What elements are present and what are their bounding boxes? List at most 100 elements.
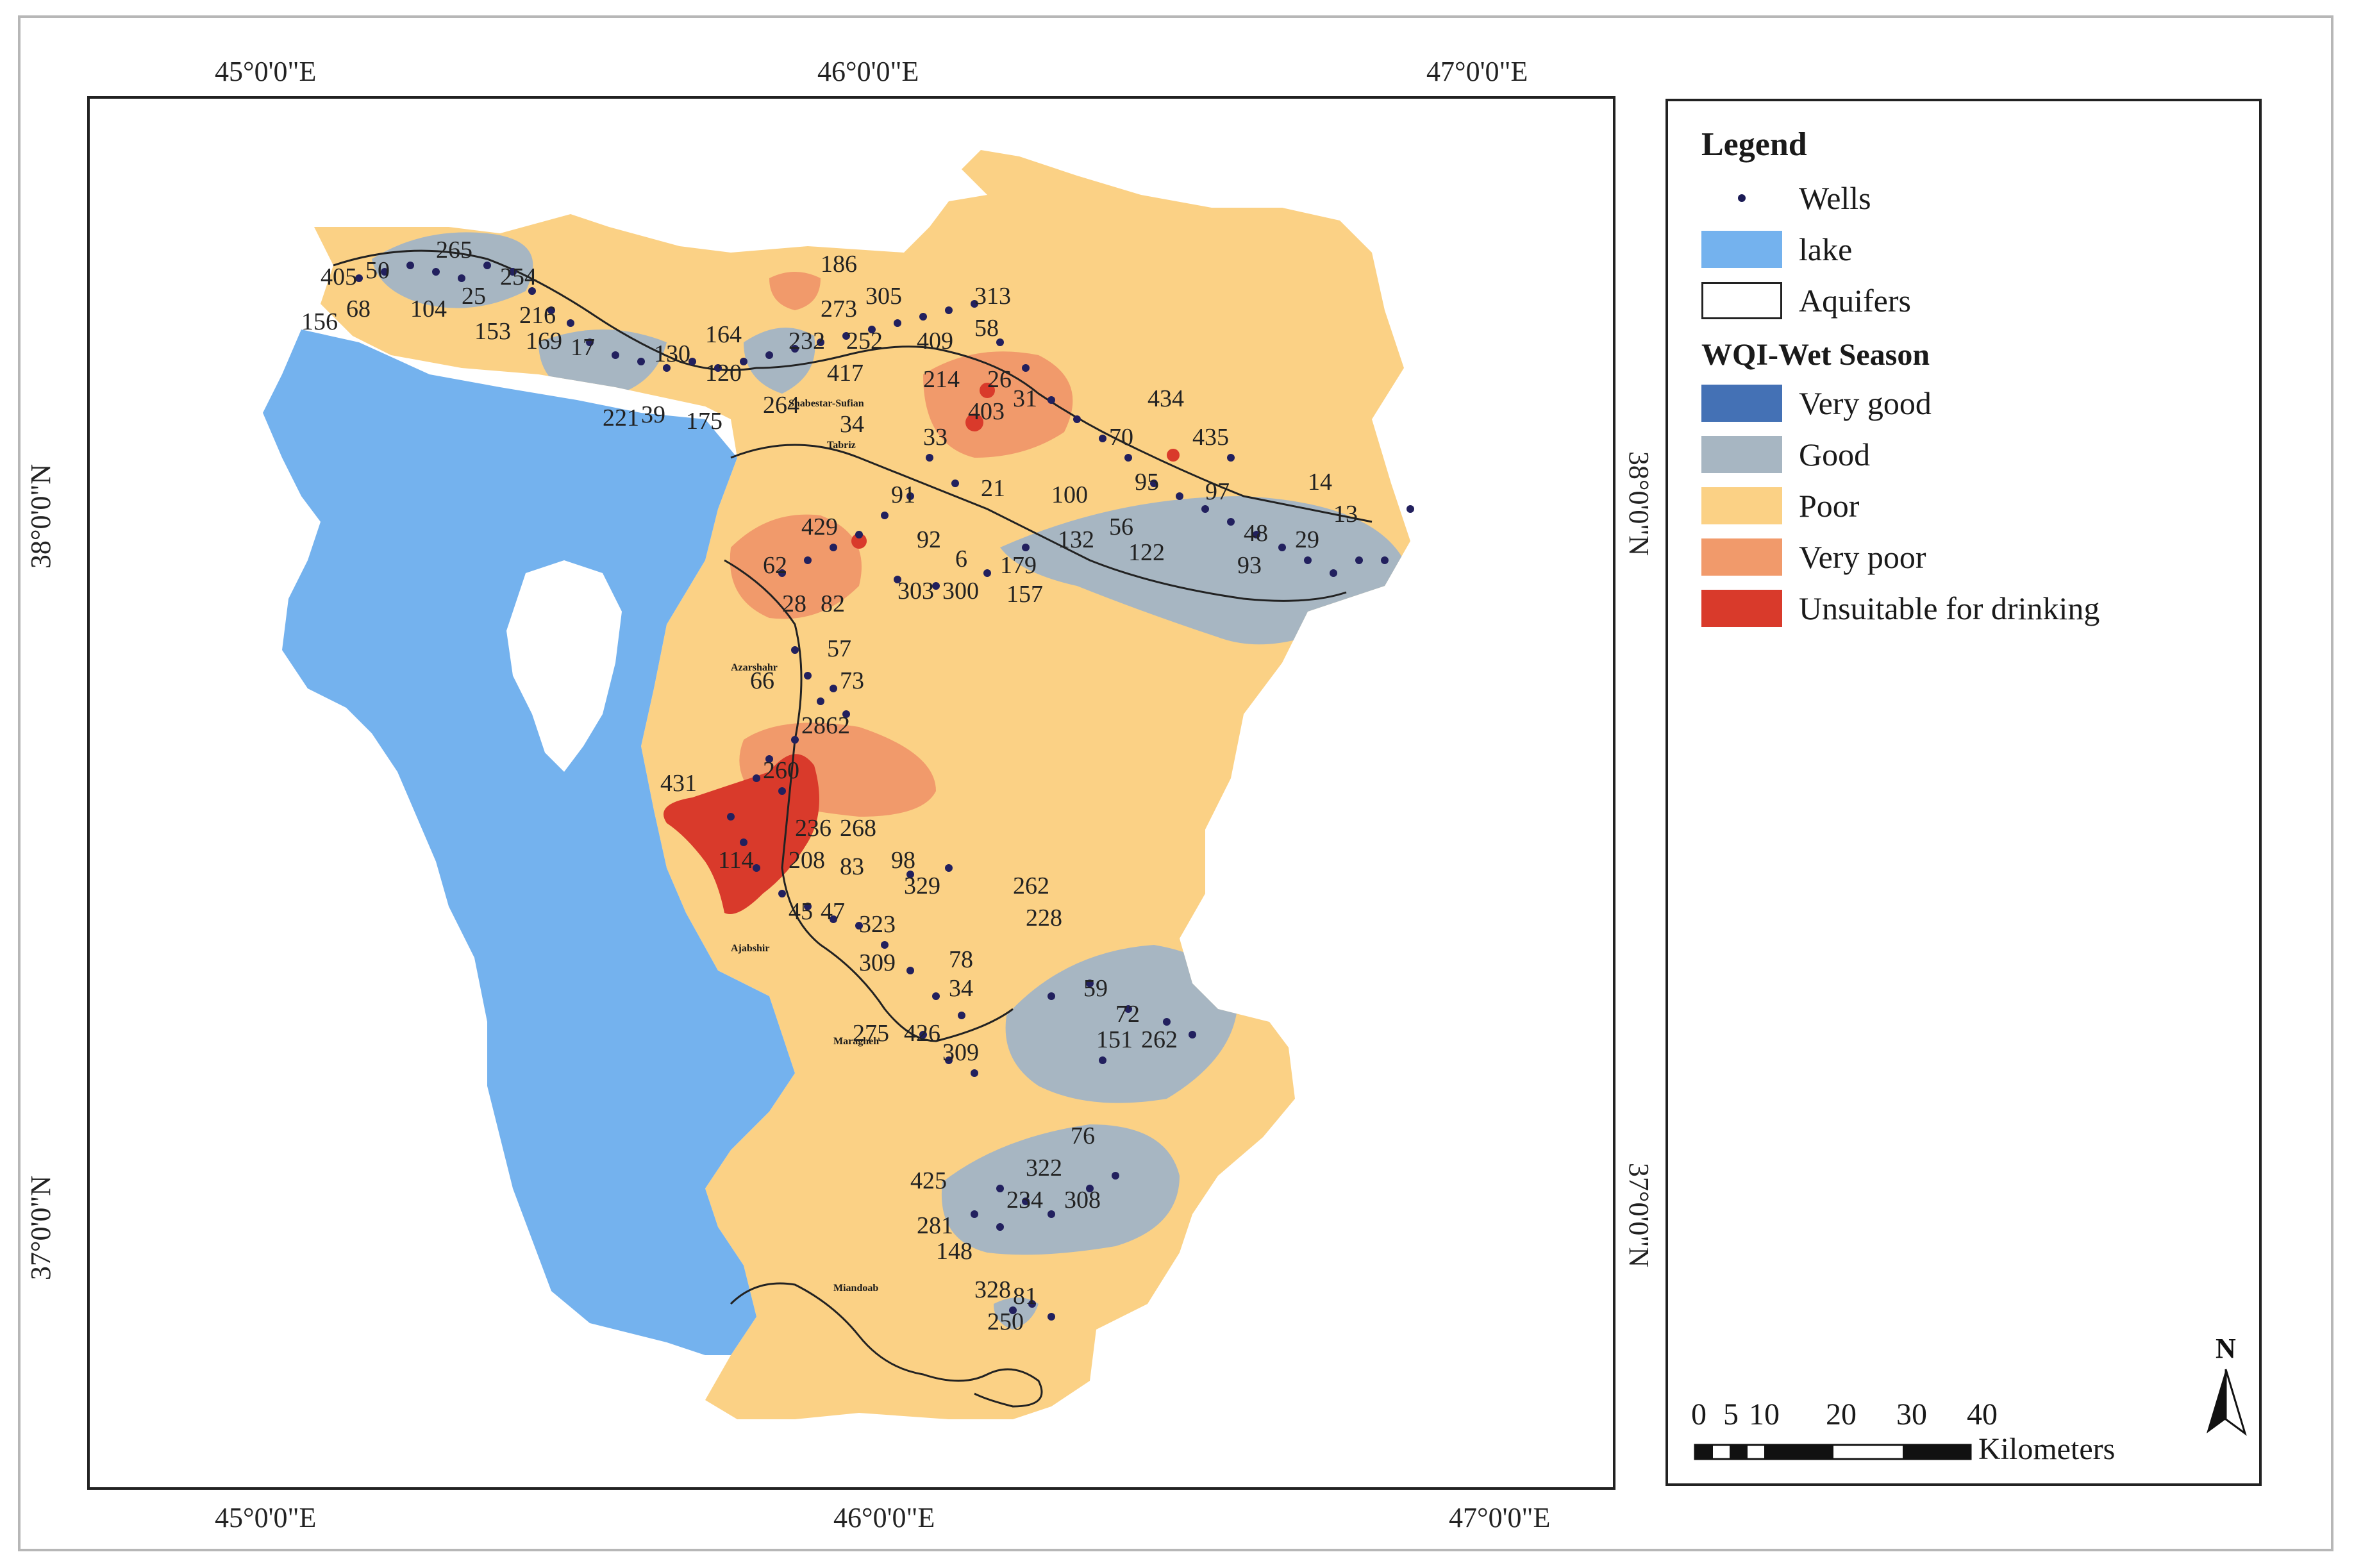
bottom-lon-label-2: 46°0'0"E [833, 1502, 935, 1533]
well-label: 13 [1333, 501, 1358, 528]
well-label: 82 [821, 590, 845, 617]
well-label: 232 [789, 328, 825, 354]
scale-tick: 10 [1749, 1397, 1780, 1431]
north-arrow: N [2200, 1332, 2251, 1444]
well-label: 250 [987, 1308, 1024, 1335]
legend-section-title: WQI-Wet Season [1701, 338, 1930, 372]
scale-bar-graphic: 0 5 10 20 30 40 Kilometers [1691, 1397, 2115, 1466]
lake-urmia [263, 329, 795, 1355]
well-label: 39 [641, 401, 665, 428]
legend-row-wells: Wells [1701, 178, 1871, 218]
lake-swatch [1701, 231, 1782, 268]
well-label: 179 [1000, 552, 1037, 579]
well-label: 104 [410, 296, 447, 322]
city-shabestar: Shabestar-Sufian [789, 398, 864, 409]
legend-label-very-poor: Very poor [1799, 539, 1926, 575]
well-label: 93 [1237, 552, 1262, 579]
good-zone-shabestar [744, 328, 815, 394]
well-label: 262 [1141, 1026, 1178, 1053]
well-label: 275 [853, 1020, 889, 1047]
scale-tick: 0 [1691, 1397, 1707, 1431]
well-label: 26 [987, 366, 1012, 393]
unsuitable-swatch [1701, 590, 1782, 627]
city-ajabshir: Ajabshir [731, 943, 769, 954]
well-label: 6 [955, 546, 967, 572]
top-lon-label-1: 45°0'0"E [215, 56, 317, 87]
well-label: 228 [1026, 905, 1062, 931]
figure-frame [18, 15, 2333, 1551]
poor-swatch [1701, 487, 1782, 524]
well-label: 78 [949, 946, 973, 973]
well-label: 17 [571, 334, 595, 361]
well-label: 260 [763, 757, 799, 784]
well-label: 14 [1308, 469, 1332, 496]
well-label: 164 [705, 321, 742, 348]
left-lat-label-2: 37°0'0"N [25, 1175, 57, 1281]
well-label: 417 [827, 360, 864, 387]
very-poor-zone-azarshahr [730, 514, 862, 619]
good-zone-maragheh [1005, 945, 1237, 1103]
legend-row-aquifers: Aquifers [1701, 281, 1911, 321]
north-arrow-icon: N [2207, 1333, 2247, 1436]
well-label: 214 [923, 366, 960, 393]
well-label: 303 [897, 578, 934, 605]
well-symbol-icon [1701, 179, 1782, 217]
well-label: 132 [1058, 526, 1094, 553]
well-label: 313 [974, 283, 1011, 310]
well-label: 21 [981, 475, 1005, 502]
well-label: 405 [321, 263, 357, 290]
good-zone-east [1000, 496, 1404, 645]
good-zone-south [941, 1124, 1180, 1255]
north-label: N [2216, 1333, 2236, 1364]
well-label: 156 [301, 308, 338, 335]
bottom-lon-label-1: 45°0'0"E [215, 1502, 317, 1533]
aquifer-outline-west-coast [724, 559, 1014, 1042]
well-label: 76 [1071, 1122, 1095, 1149]
very-good-swatch [1701, 385, 1782, 422]
lake-island [506, 560, 622, 772]
legend-panel: Legend Wells lake Aquifers WQI-Wet Seaso… [1665, 99, 2262, 1486]
city-labels: Shabestar-Sufian Tabriz Azarshahr Ajabsh… [731, 398, 879, 1294]
well-label: 34 [949, 975, 973, 1002]
well-label: 81 [1013, 1283, 1037, 1310]
well-label: 329 [904, 872, 940, 899]
well-label: 435 [1192, 424, 1229, 451]
legend-row-unsuitable: Unsuitable for drinking [1701, 588, 2099, 628]
legend-label-poor: Poor [1799, 488, 1860, 524]
very-poor-zone-tabriz [923, 351, 1073, 458]
well-label: 268 [840, 815, 876, 842]
right-lat-label-2: 37°0'0"N [1623, 1162, 1655, 1268]
well-label: 273 [821, 296, 857, 322]
well-label: 148 [936, 1238, 972, 1265]
scale-tick: 30 [1896, 1397, 1927, 1431]
map-panel: Shabestar-Sufian Tabriz Azarshahr Ajabsh… [87, 96, 1615, 1490]
well-label: 169 [526, 328, 562, 354]
legend-row-good: Good [1701, 435, 1870, 474]
well-label: 403 [968, 398, 1005, 425]
well-label: 221 [603, 405, 639, 431]
legend-label-good: Good [1799, 437, 1871, 472]
well-label: 33 [923, 424, 947, 451]
well-label: 262 [1013, 872, 1049, 899]
unsuitable-spot-2 [980, 383, 995, 398]
well-label: 100 [1051, 481, 1088, 508]
bottom-lon-label-3: 47°0'0"E [1449, 1502, 1551, 1533]
well-label: 236 [795, 815, 831, 842]
scale-bar: 0 5 10 20 30 40 Kilometers [1691, 1396, 2178, 1476]
city-azarshahr: Azarshahr [731, 662, 778, 673]
well-label: 425 [910, 1167, 947, 1194]
well-label: 322 [1026, 1155, 1062, 1181]
well-label: 305 [865, 283, 902, 310]
well-label: 130 [654, 340, 690, 367]
well-label: 73 [840, 667, 864, 694]
well-label: 62 [763, 552, 787, 579]
well-label: 45 [789, 898, 813, 925]
well-label: 208 [789, 847, 825, 874]
aquifer-outline-miandoab [730, 1282, 1043, 1408]
legend-label-lake: lake [1799, 231, 1853, 267]
legend-row-poor: Poor [1701, 486, 1859, 526]
well-label: 47 [821, 898, 845, 925]
legend-title: Legend [1701, 126, 1807, 163]
left-lat-label-1: 38°0'0"N [25, 463, 57, 569]
aquifer-outline-south-north [730, 444, 1347, 602]
